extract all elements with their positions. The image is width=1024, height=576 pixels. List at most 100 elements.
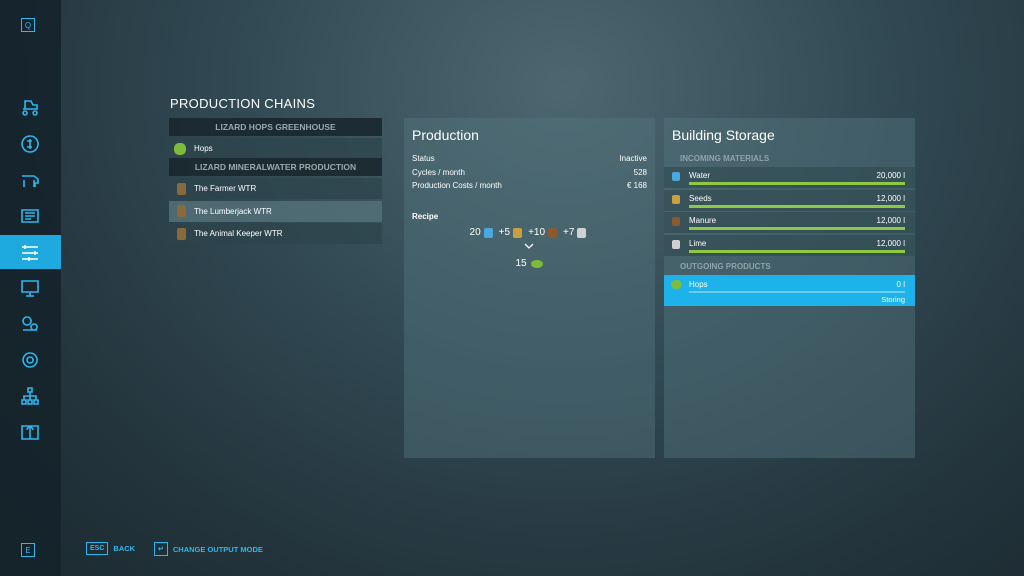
material-amount: 20,000 l [876, 171, 905, 180]
stat-value: € 168 [626, 181, 647, 190]
material-name: Lime [689, 238, 707, 248]
menu-icon[interactable] [0, 271, 61, 305]
fill-bar [689, 249, 905, 253]
icon [21, 245, 38, 261]
input-amount: 20 [469, 227, 481, 238]
section-title: PRODUCTION CHAINS [170, 96, 316, 111]
menu-icon[interactable] [0, 306, 61, 340]
arrow-down [524, 243, 534, 249]
output-amount: 15 [515, 258, 527, 269]
material-icon [672, 239, 680, 249]
chain-item[interactable]: The Animal Keeper WTR [169, 223, 382, 244]
stat-row: Production Costs / month € 168 [412, 181, 647, 190]
key-hint: ↵ [154, 542, 168, 556]
material-icon [672, 217, 680, 226]
menu-icon[interactable] [0, 127, 61, 161]
icon [21, 175, 39, 187]
storage-row: Lime 12,000 l [664, 234, 915, 256]
material-name: Water [689, 171, 711, 180]
input-icon [548, 227, 558, 238]
menu-icon[interactable] [0, 343, 61, 377]
production-panel: Production Recipe 20 +5 +10 +7 15 Status Ina… [404, 118, 655, 458]
input-amount: +10 [528, 227, 546, 238]
menu-icon[interactable] [0, 415, 61, 449]
input-amount: +5 [498, 227, 511, 238]
item-label: The Farmer WTR [194, 184, 257, 193]
stat-label: Production Costs / month [412, 181, 502, 190]
chain-item[interactable]: Hops [169, 138, 382, 159]
fill-bar [689, 227, 905, 230]
storage-row: Seeds 12,000 l [664, 189, 915, 211]
menu-icon[interactable] [0, 235, 61, 269]
icon [20, 135, 39, 153]
material-amount: 12,000 l [876, 193, 905, 203]
footer-button[interactable]: ↵ CHANGE OUTPUT MODE [154, 542, 263, 556]
chain-item[interactable]: The Farmer WTR [169, 178, 382, 199]
menu-icon[interactable] [0, 379, 61, 413]
storage-panel: Building Storage INCOMING MATERIALS OUTG… [664, 118, 915, 458]
icon [20, 209, 39, 223]
fill-bar [689, 204, 905, 208]
recipe-label: Recipe [412, 212, 439, 221]
key-hint: ESC [86, 542, 109, 555]
item-icon [177, 205, 186, 217]
material-icon [672, 194, 680, 204]
item-label: The Animal Keeper WTR [194, 229, 283, 238]
hops-icon [530, 259, 543, 268]
panel-title: Building Storage [672, 127, 775, 143]
material-amount: 12,000 l [876, 216, 905, 225]
icon [21, 352, 38, 368]
footer-button[interactable]: ESC BACK [86, 542, 135, 555]
storage-row: Water 20,000 l [664, 167, 915, 188]
recipe-output: 15 [404, 258, 655, 269]
icon [21, 100, 38, 116]
item-icon [177, 182, 186, 195]
section-label: INCOMING MATERIALS [680, 154, 770, 163]
material-amount: 12,000 l [876, 238, 905, 248]
product-amount: 0 l [896, 280, 905, 289]
chain-item[interactable]: The Lumberjack WTR [169, 200, 382, 222]
icon [21, 316, 38, 331]
material-name: Seeds [689, 193, 712, 203]
storage-row: Manure 12,000 l [664, 212, 915, 233]
group-header: LIZARD HOPS GREENHOUSE [169, 118, 382, 136]
material-icon [672, 172, 680, 181]
fill-bar-track [689, 291, 905, 293]
key-hint: Q [21, 18, 35, 32]
item-label: Hops [194, 144, 213, 153]
item-icon [174, 142, 186, 155]
output-mode: Storing [881, 295, 905, 304]
group-header: LIZARD MINERALWATER PRODUCTION [169, 158, 382, 176]
icon [20, 425, 39, 440]
product-name: Hops [689, 280, 708, 289]
button-label: CHANGE OUTPUT MODE [172, 544, 263, 554]
icon [20, 280, 39, 297]
menu-icon[interactable] [0, 163, 61, 197]
stat-value: Inactive [619, 154, 647, 163]
stat-label: Cycles / month [412, 167, 465, 177]
sidebar: Q E [0, 0, 61, 576]
stat-row: Status Inactive [412, 154, 647, 163]
stat-label: Status [412, 154, 435, 163]
input-icon [513, 227, 523, 238]
menu-icon[interactable] [0, 91, 61, 125]
item-label: The Lumberjack WTR [194, 206, 272, 216]
recipe-inputs: 20 +5 +10 +7 [404, 227, 655, 238]
product-icon [671, 280, 682, 289]
menu-icon[interactable] [0, 199, 61, 233]
button-label: BACK [113, 544, 136, 553]
storage-row[interactable]: Hops 0 l Storing [664, 275, 915, 306]
section-label: OUTGOING PRODUCTS [680, 262, 771, 271]
icon [20, 387, 39, 405]
item-icon [177, 227, 186, 240]
input-amount: +7 [563, 227, 575, 238]
panel-title: Production [412, 127, 479, 143]
input-icon [483, 227, 493, 238]
stat-row: Cycles / month 528 [412, 168, 647, 177]
input-icon [577, 227, 587, 238]
fill-bar [689, 182, 905, 185]
stat-value: 528 [633, 167, 647, 177]
material-name: Manure [689, 216, 717, 225]
key-hint: E [21, 543, 35, 557]
